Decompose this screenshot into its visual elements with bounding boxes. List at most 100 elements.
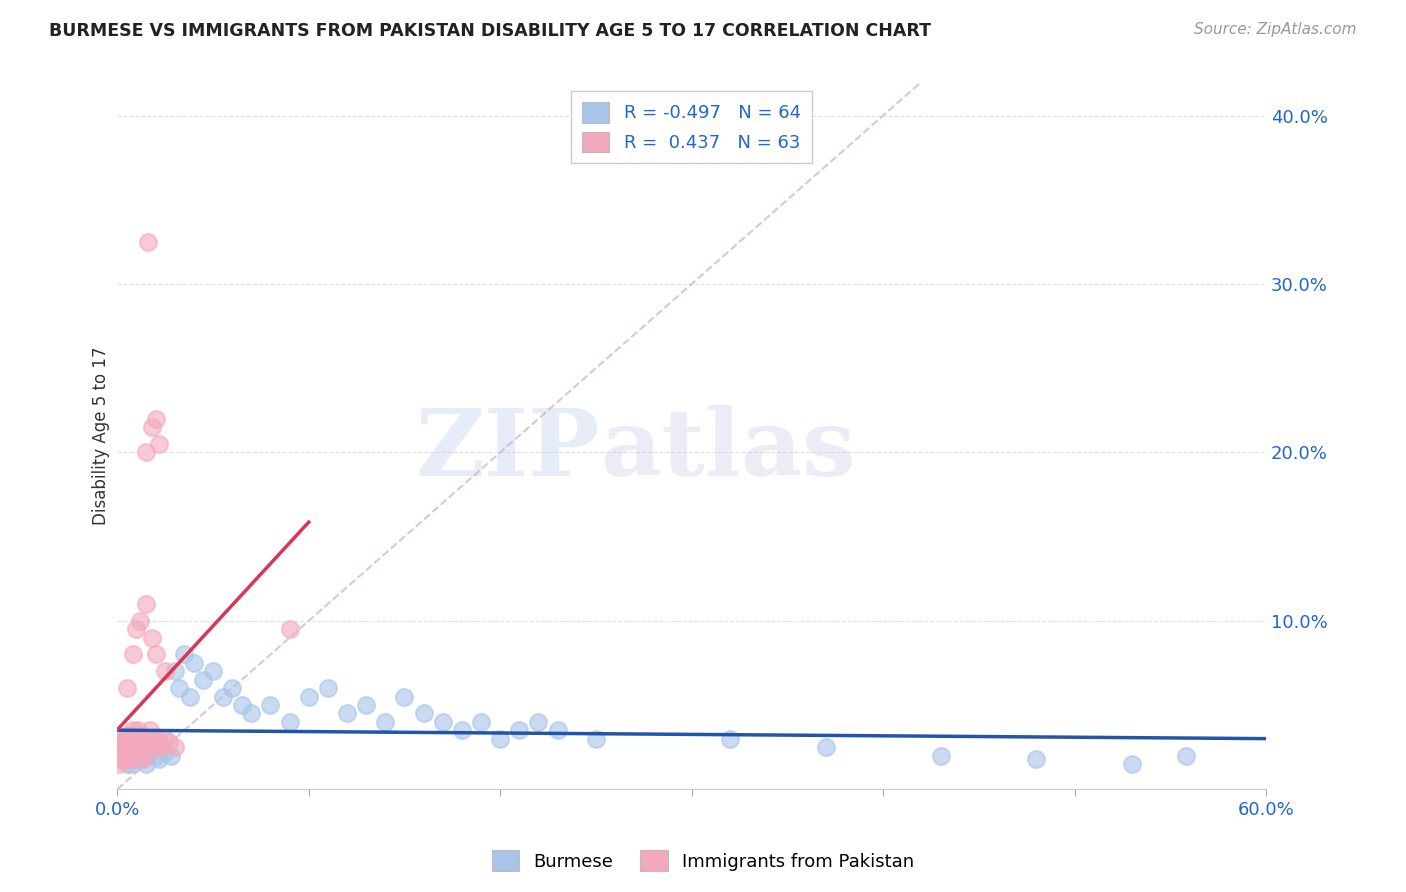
Point: [412, 706, 434, 721]
Point: [118, 752, 141, 766]
Point: [259, 698, 281, 712]
Point: [129, 735, 152, 749]
Point: [125, 740, 148, 755]
Point: [489, 731, 512, 746]
Legend: R = -0.497   N = 64, R =  0.437   N = 63: R = -0.497 N = 64, R = 0.437 N = 63: [571, 91, 811, 163]
Point: [193, 673, 215, 687]
Point: [125, 752, 148, 766]
Text: Source: ZipAtlas.com: Source: ZipAtlas.com: [1194, 22, 1357, 37]
Point: [153, 745, 176, 759]
Point: [124, 735, 146, 749]
Point: [112, 735, 135, 749]
Point: [125, 622, 148, 636]
Point: [132, 745, 155, 759]
Point: [145, 411, 167, 425]
Point: [131, 740, 153, 755]
Point: [374, 714, 396, 729]
Point: [131, 740, 153, 755]
Point: [115, 681, 138, 695]
Point: [150, 740, 173, 755]
Point: [114, 740, 136, 755]
Point: [135, 740, 157, 755]
Point: [240, 706, 263, 721]
Point: [121, 648, 143, 662]
Point: [336, 706, 359, 721]
Point: [929, 748, 952, 763]
Point: [120, 752, 142, 766]
Point: [105, 748, 128, 763]
Point: [432, 714, 454, 729]
Point: [135, 597, 157, 611]
Point: [120, 745, 142, 759]
Point: [120, 748, 142, 763]
Point: [136, 731, 159, 746]
Point: [157, 735, 180, 749]
Point: [167, 681, 190, 695]
Y-axis label: Disability Age 5 to 17: Disability Age 5 to 17: [93, 346, 110, 524]
Point: [179, 690, 201, 704]
Point: [124, 728, 146, 742]
Point: [136, 745, 159, 759]
Point: [163, 665, 186, 679]
Point: [115, 745, 138, 759]
Point: [124, 748, 146, 763]
Text: BURMESE VS IMMIGRANTS FROM PAKISTAN DISABILITY AGE 5 TO 17 CORRELATION CHART: BURMESE VS IMMIGRANTS FROM PAKISTAN DISA…: [49, 22, 931, 40]
Point: [1121, 756, 1143, 771]
Point: [145, 740, 167, 755]
Point: [112, 745, 135, 759]
Point: [163, 740, 186, 755]
Point: [547, 723, 569, 738]
Point: [298, 690, 321, 704]
Point: [585, 731, 607, 746]
Point: [394, 690, 416, 704]
Point: [202, 665, 225, 679]
Point: [118, 740, 141, 755]
Legend: Burmese, Immigrants from Pakistan: Burmese, Immigrants from Pakistan: [485, 843, 921, 879]
Point: [132, 752, 155, 766]
Point: [129, 748, 152, 763]
Point: [141, 740, 163, 755]
Point: [118, 735, 141, 749]
Point: [112, 745, 135, 759]
Point: [718, 731, 741, 746]
Point: [120, 756, 142, 771]
Point: [110, 748, 132, 763]
Point: [110, 752, 132, 766]
Text: atlas: atlas: [600, 405, 855, 495]
Point: [278, 714, 301, 729]
Point: [141, 631, 163, 645]
Point: [153, 665, 176, 679]
Point: [145, 648, 167, 662]
Point: [112, 745, 135, 759]
Point: [135, 445, 157, 459]
Point: [1025, 752, 1047, 766]
Point: [121, 735, 143, 749]
Point: [121, 740, 143, 755]
Point: [115, 728, 138, 742]
Text: ZIP: ZIP: [416, 405, 600, 495]
Point: [129, 728, 152, 742]
Point: [148, 735, 170, 749]
Point: [124, 745, 146, 759]
Point: [153, 731, 176, 746]
Point: [108, 756, 131, 771]
Point: [129, 614, 152, 628]
Point: [127, 745, 149, 759]
Point: [125, 731, 148, 746]
Point: [814, 740, 837, 755]
Point: [115, 756, 138, 771]
Point: [121, 723, 143, 738]
Point: [146, 731, 169, 746]
Point: [118, 740, 141, 755]
Point: [145, 748, 167, 763]
Point: [115, 748, 138, 763]
Point: [121, 745, 143, 759]
Point: [114, 740, 136, 755]
Point: [142, 735, 165, 749]
Point: [127, 740, 149, 755]
Point: [129, 752, 152, 766]
Point: [132, 748, 155, 763]
Point: [354, 698, 377, 712]
Point: [135, 756, 157, 771]
Point: [470, 714, 492, 729]
